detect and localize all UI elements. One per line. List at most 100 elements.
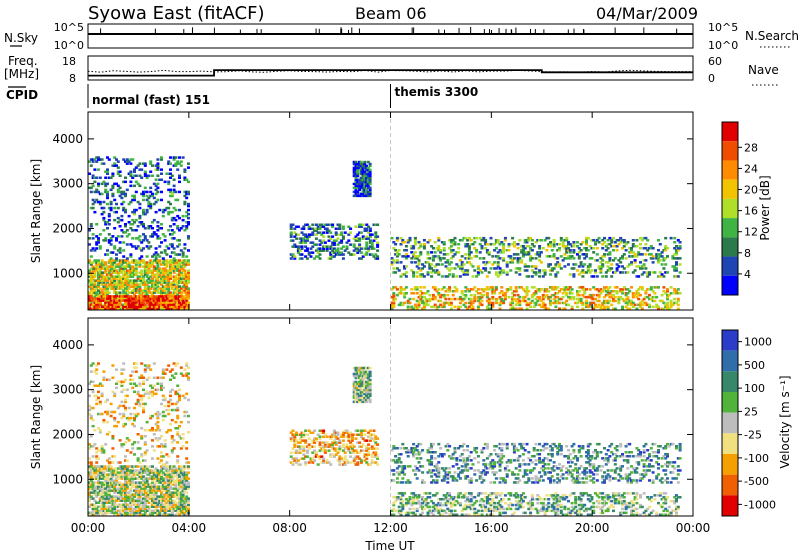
data-cell (376, 241, 379, 244)
data-cell (679, 241, 682, 244)
data-cell (610, 267, 613, 270)
data-cell (331, 224, 334, 227)
data-cell (120, 219, 123, 222)
data-cell (142, 223, 145, 226)
data-cell (120, 215, 123, 218)
data-cell (174, 209, 177, 212)
data-cell (664, 237, 667, 240)
data-cell (581, 302, 584, 305)
data-cell (371, 233, 374, 236)
data-cell (464, 294, 467, 297)
data-cell (156, 187, 159, 190)
data-cell (448, 286, 451, 289)
colorbar-swatch (722, 141, 738, 160)
data-cell (97, 449, 100, 452)
data-cell (162, 215, 165, 218)
data-cell (585, 288, 588, 291)
data-cell (95, 247, 98, 250)
colorbar-tick-label: 20 (744, 184, 758, 197)
data-cell (497, 239, 500, 242)
data-cell (90, 435, 93, 438)
data-cell (95, 177, 98, 180)
data-cell (475, 237, 478, 240)
data-cell (342, 253, 345, 256)
data-cell (443, 241, 446, 244)
data-cell (592, 275, 595, 278)
data-cell (342, 235, 345, 238)
data-cell (187, 221, 190, 224)
data-cell (482, 257, 485, 260)
data-cell (581, 241, 584, 244)
data-cell (146, 191, 149, 194)
data-cell (167, 207, 170, 210)
data-cell (473, 294, 476, 297)
data-cell (610, 304, 613, 307)
data-cell (459, 306, 462, 309)
data-cell (673, 298, 676, 301)
data-cell (580, 249, 583, 252)
data-cell (301, 253, 304, 256)
data-cell (439, 300, 442, 303)
data-cell (160, 199, 163, 202)
data-cell (310, 255, 313, 257)
data-cell (92, 381, 95, 384)
data-cell (126, 189, 129, 192)
data-cell (129, 181, 132, 184)
data-cell (174, 156, 177, 159)
data-cell (490, 243, 493, 246)
data-cell (677, 288, 680, 291)
data-cell (560, 255, 563, 258)
data-cell (409, 302, 412, 305)
data-cell (423, 265, 426, 268)
data-cell (670, 292, 673, 295)
data-cell (653, 300, 656, 303)
data-cell (423, 275, 426, 278)
beam-title: Beam 06 (355, 4, 427, 23)
data-cell (601, 259, 604, 262)
nave-right-tick-top: 60 (708, 55, 722, 68)
data-cell (531, 239, 534, 242)
data-cell (517, 243, 520, 246)
data-cell (641, 286, 644, 289)
data-cell (169, 225, 172, 228)
data-cell (133, 195, 136, 198)
data-cell (482, 294, 485, 297)
data-cell (124, 223, 127, 226)
data-cell (102, 229, 105, 232)
data-cell (578, 294, 581, 297)
data-cell (156, 221, 159, 224)
colorbar-swatch (722, 276, 738, 295)
data-cell (452, 249, 455, 252)
data-cell (187, 269, 190, 272)
data-cell (491, 296, 494, 299)
data-cell (454, 241, 457, 244)
freq-left-tick-bottom: 8 (69, 72, 76, 85)
data-cell (164, 239, 167, 242)
data-cell (533, 245, 536, 248)
data-cell (580, 261, 583, 264)
data-cell (93, 429, 96, 432)
data-cell (146, 209, 149, 212)
data-cell (533, 286, 536, 289)
data-cell (128, 233, 131, 236)
data-cell (470, 294, 473, 297)
colorbar-tick-label: 4 (744, 268, 751, 281)
nsky-label: N.Sky (4, 31, 38, 45)
freq-label-line1: Freq. (8, 54, 38, 68)
power-colorbar-swatches (722, 122, 738, 295)
data-cell (119, 187, 122, 190)
data-cell (101, 385, 104, 388)
data-cell (673, 241, 676, 244)
data-cell (131, 237, 134, 240)
data-cell (311, 251, 314, 254)
data-cell (619, 261, 622, 264)
data-cell (183, 168, 186, 171)
velocity-data-cells (88, 362, 682, 516)
data-cell (142, 247, 145, 250)
data-cell (99, 245, 102, 248)
data-cell (178, 243, 181, 246)
data-cell (558, 263, 561, 266)
